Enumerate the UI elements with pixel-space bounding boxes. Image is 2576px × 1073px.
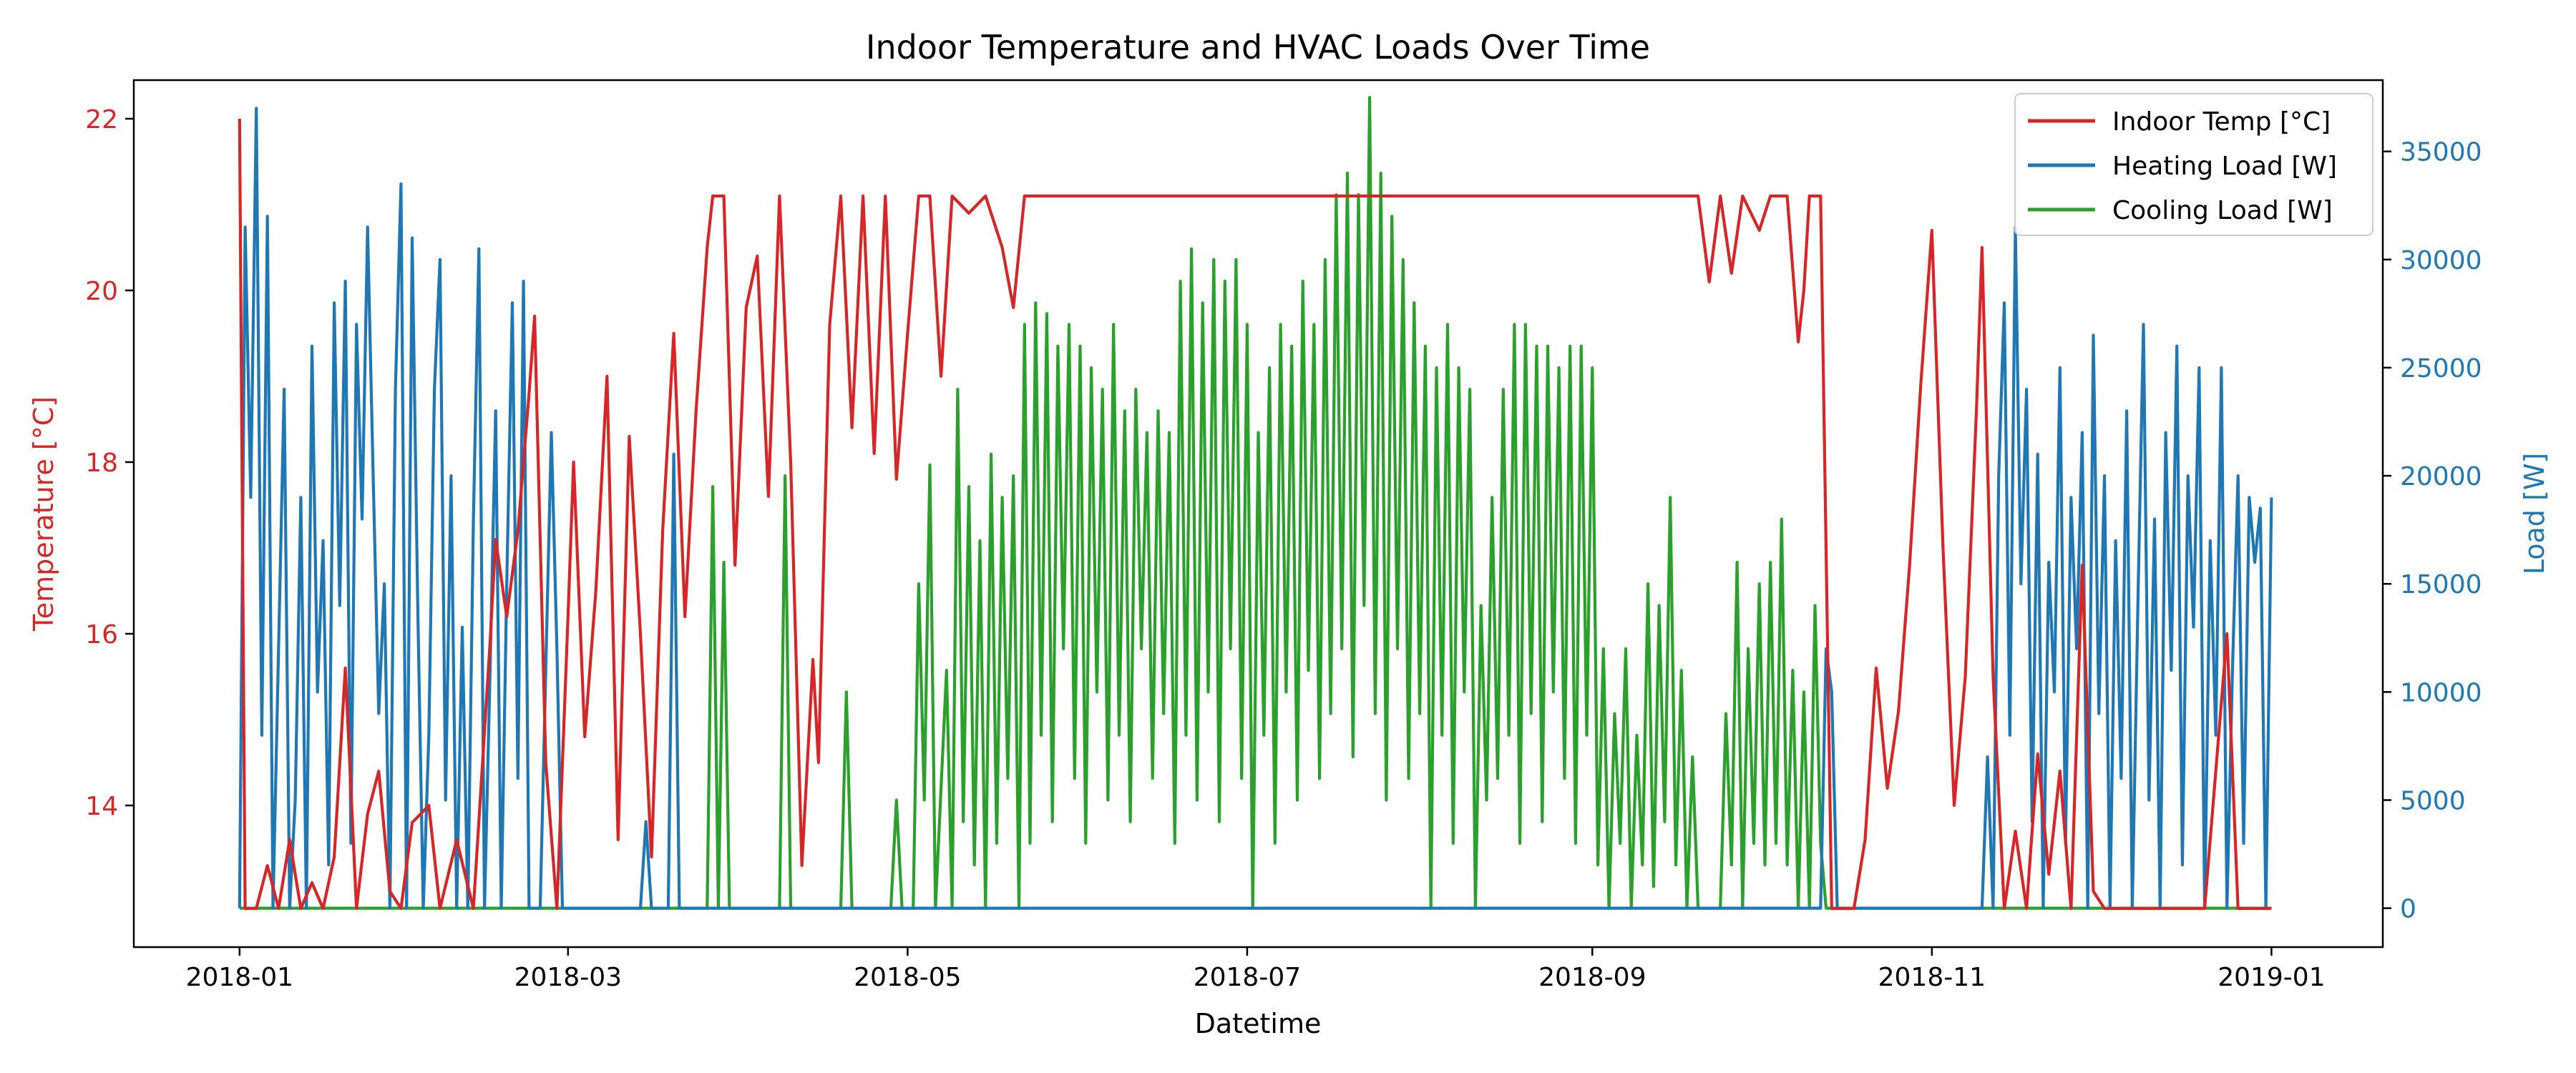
y-right-tick-label: 30000	[2400, 246, 2482, 275]
y-right-tick-label: 0	[2400, 895, 2416, 924]
y-axis-right-title: Load [W]	[2519, 453, 2550, 574]
x-tick-label: 2018-03	[514, 963, 622, 992]
legend-label: Indoor Temp [°C]	[2112, 107, 2331, 137]
y-right-tick-label: 35000	[2400, 138, 2482, 167]
x-axis-title: Datetime	[1195, 1008, 1322, 1039]
y-left-tick-label: 14	[85, 792, 118, 821]
y-left-tick-label: 20	[85, 277, 118, 306]
x-tick-label: 2018-09	[1538, 963, 1646, 992]
legend-label: Heating Load [W]	[2112, 152, 2337, 181]
legend: Indoor Temp [°C] Heating Load [W] Cooling …	[2015, 94, 2373, 235]
y-right-tick-label: 10000	[2400, 678, 2482, 707]
chart-title: Indoor Temperature and HVAC Loads Over T…	[866, 28, 1650, 67]
y-left-tick-label: 16	[85, 620, 118, 650]
y-left-tick-label: 22	[85, 105, 118, 134]
x-tick-label: 2018-11	[1878, 963, 1986, 992]
x-tick-label: 2018-05	[854, 963, 961, 992]
x-tick-label: 2019-01	[2218, 963, 2325, 992]
y-left-tick-label: 18	[85, 449, 118, 478]
y-right-tick-label: 20000	[2400, 462, 2482, 491]
y-right-tick-label: 25000	[2400, 354, 2482, 383]
legend-label: Cooling Load [W]	[2112, 196, 2333, 225]
x-tick-label: 2018-01	[186, 963, 293, 992]
x-tick-label: 2018-07	[1194, 963, 1301, 992]
y-axis-left-title: Temperature [°C]	[28, 396, 59, 632]
y-right-tick-label: 15000	[2400, 570, 2482, 599]
y-right-tick-label: 5000	[2400, 786, 2466, 815]
